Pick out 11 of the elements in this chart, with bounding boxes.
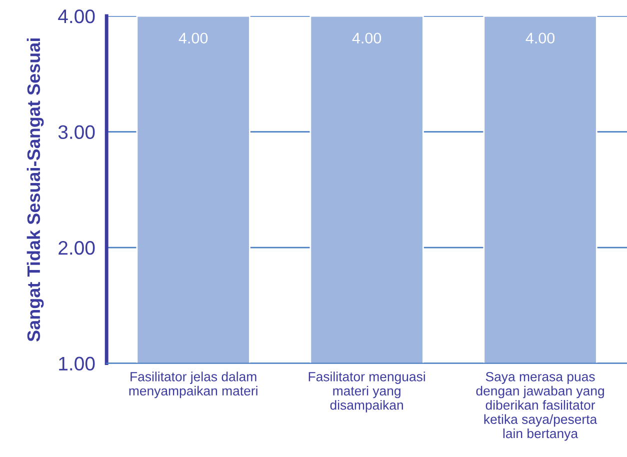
y-tick-label: 1.00 <box>59 356 95 371</box>
data-label: 4.00 <box>526 32 555 44</box>
y-axis-title: Sangat Tidak Sesuai-Sangat Sesuai <box>26 38 44 342</box>
x-tick-label: Fasilitator jelas dalam menyampaikan materi <box>129 372 258 398</box>
data-label: 4.00 <box>178 32 208 44</box>
y-tick-label: 3.00 <box>58 125 95 140</box>
y-tick-label: 4.00 <box>58 9 95 24</box>
data-label: 4.00 <box>352 32 382 44</box>
x-tick-label: Fasilitator menguasi materi yang disampaikan <box>308 372 425 412</box>
y-tick-label: 2.00 <box>58 241 95 255</box>
x-tick-label: Saya merasa puas dengan jawaban yang diberikan fasilitator ketika saya/peserta lain bertanya <box>476 372 604 441</box>
